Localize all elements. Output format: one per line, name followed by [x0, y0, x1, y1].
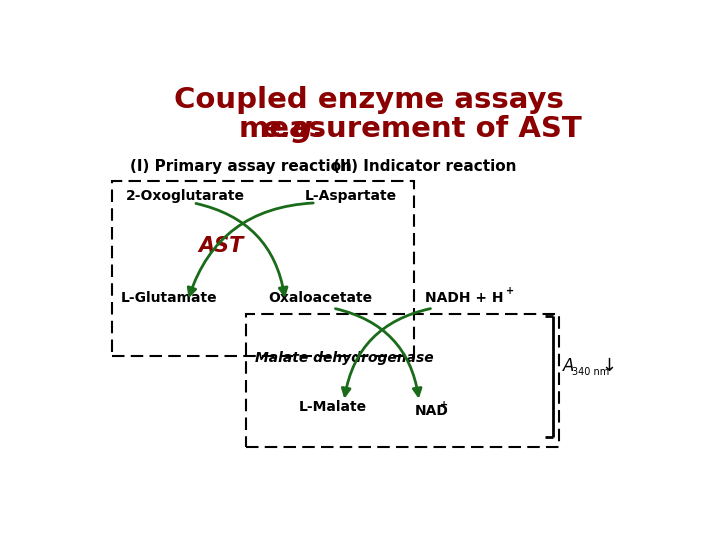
- FancyArrowPatch shape: [336, 309, 421, 396]
- FancyArrowPatch shape: [342, 309, 431, 396]
- Bar: [112, 181, 413, 356]
- Text: L-Malate: L-Malate: [300, 400, 367, 414]
- Text: e.g.: e.g.: [262, 115, 325, 143]
- Text: +: +: [505, 286, 514, 296]
- Text: L-Aspartate: L-Aspartate: [305, 189, 397, 203]
- Text: Malate dehydrogenase: Malate dehydrogenase: [255, 351, 433, 365]
- Text: 2-Oxoglutarate: 2-Oxoglutarate: [126, 189, 246, 203]
- Text: Coupled enzyme assays: Coupled enzyme assays: [174, 86, 564, 114]
- Bar: [246, 314, 559, 447]
- Text: (I) Primary assay reaction: (I) Primary assay reaction: [130, 159, 351, 174]
- Text: L-Glutamate: L-Glutamate: [121, 291, 217, 305]
- Text: Oxaloacetate: Oxaloacetate: [269, 291, 373, 305]
- FancyArrowPatch shape: [196, 204, 287, 295]
- Text: AST: AST: [199, 235, 244, 255]
- Text: NADH + H: NADH + H: [425, 291, 503, 305]
- Text: +: +: [440, 400, 448, 410]
- Text: (II) Indicator reaction: (II) Indicator reaction: [333, 159, 516, 174]
- Text: ↓: ↓: [601, 357, 616, 375]
- Text: measurement of AST: measurement of AST: [240, 115, 582, 143]
- Text: 340 nm: 340 nm: [572, 368, 609, 377]
- Text: NAD: NAD: [415, 404, 449, 418]
- Text: $A$: $A$: [562, 357, 575, 375]
- FancyArrowPatch shape: [188, 203, 313, 295]
